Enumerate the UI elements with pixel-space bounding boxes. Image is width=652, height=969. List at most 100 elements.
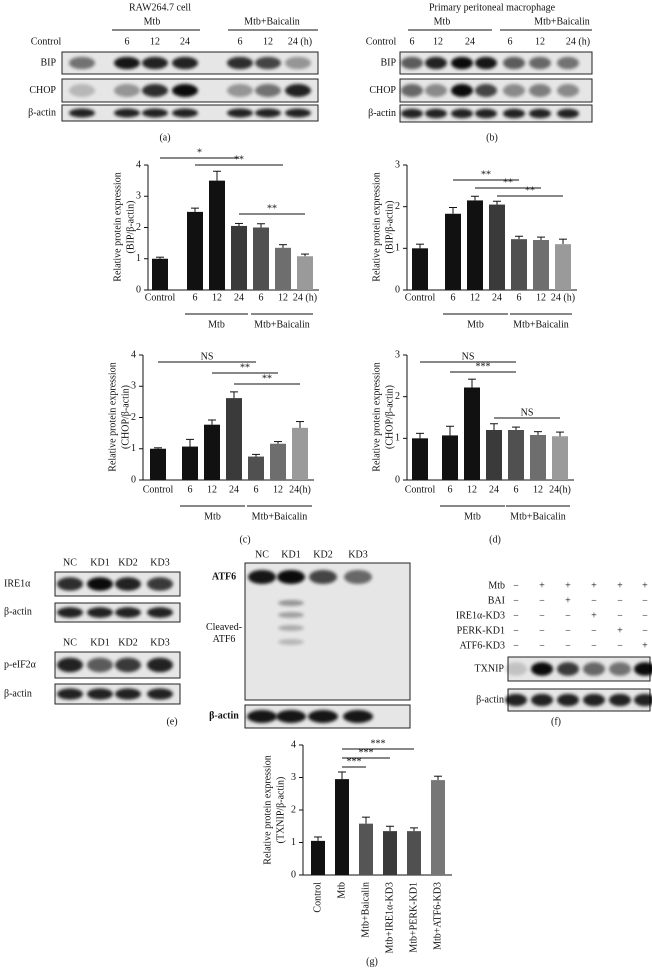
band	[114, 56, 140, 70]
band	[503, 56, 525, 70]
x-tick-label: 6	[517, 292, 522, 303]
band	[247, 710, 277, 723]
bar	[530, 435, 546, 480]
bar	[407, 831, 421, 875]
y-tick-label: 3	[136, 191, 141, 202]
bar	[226, 398, 242, 480]
group-label: Mtb+Baicalin	[510, 511, 566, 522]
condition-label: BAI	[488, 595, 505, 606]
bar	[511, 239, 527, 290]
lane-label: 12	[263, 36, 273, 47]
group-label: Mtb	[434, 16, 451, 27]
condition-mark: +	[642, 640, 648, 651]
row-label: β-actin	[4, 606, 32, 617]
y-tick-label: 3	[131, 381, 136, 392]
y-tick-label: 0	[291, 869, 296, 880]
band	[425, 56, 447, 70]
group-label: Mtb	[208, 319, 225, 330]
band	[285, 84, 311, 97]
lane-label: KD2	[313, 549, 332, 560]
lane-label: 6	[508, 36, 513, 47]
band	[87, 577, 113, 591]
band	[529, 84, 551, 97]
band	[557, 56, 579, 70]
band	[255, 84, 281, 97]
x-tick-label: Mtb+Baicalin	[360, 882, 371, 938]
band	[451, 56, 473, 70]
band	[114, 84, 140, 97]
band	[172, 84, 198, 97]
bar	[467, 200, 483, 290]
x-tick-label: 24(h)	[289, 484, 311, 495]
band	[278, 600, 304, 606]
condition-label: Mtb	[488, 580, 505, 591]
row-label: Cleaved-ATF6	[205, 622, 243, 645]
band	[425, 108, 447, 119]
y-tick-label: 0	[395, 284, 400, 295]
x-tick-label: 24(h)	[549, 484, 571, 495]
band	[343, 710, 373, 723]
band	[57, 688, 83, 700]
band	[285, 108, 311, 118]
band	[308, 710, 338, 723]
band	[557, 84, 579, 97]
bar	[489, 204, 505, 290]
bar	[508, 430, 524, 480]
group-label: Mtb+Baicalin	[244, 16, 300, 27]
bar	[292, 427, 308, 480]
lane-label: 6	[125, 36, 130, 47]
x-tick-label: 24 (h)	[293, 292, 317, 303]
bar	[270, 443, 286, 480]
band	[557, 693, 579, 707]
lane-label: 24 (h)	[566, 36, 590, 47]
bar	[150, 448, 166, 480]
bar	[253, 227, 269, 290]
y-axis-label: Relative protein expression	[371, 362, 382, 471]
condition-mark: +	[565, 595, 571, 606]
panel-caption: (e)	[166, 716, 177, 727]
y-tick-label: 2	[136, 222, 141, 233]
band	[69, 108, 95, 118]
x-tick-label: 6	[188, 484, 193, 495]
group-label: Mtb	[144, 16, 161, 27]
x-tick-label: 12	[207, 484, 217, 495]
y-tick-label: 1	[136, 253, 141, 264]
significance-label: NS	[462, 351, 475, 362]
band	[114, 108, 140, 118]
row-label: β-actin	[368, 108, 396, 119]
band	[425, 84, 447, 97]
band	[634, 693, 652, 707]
condition-mark: +	[591, 580, 597, 591]
significance-label: **	[525, 185, 535, 196]
band	[255, 56, 281, 70]
group-label: Mtb	[204, 511, 221, 522]
condition-mark: +	[642, 580, 648, 591]
band	[557, 662, 579, 676]
bar	[412, 248, 428, 290]
group-label: Mtb+Baicalin	[254, 319, 310, 330]
band	[57, 607, 83, 618]
band	[401, 84, 423, 97]
bar	[383, 831, 397, 875]
band	[57, 657, 83, 673]
band	[309, 570, 337, 584]
band	[529, 56, 551, 70]
condition-mark: −	[513, 610, 519, 621]
condition-mark: −	[617, 640, 623, 651]
significance-label: **	[262, 373, 272, 384]
band	[142, 56, 168, 70]
condition-mark: +	[617, 625, 623, 636]
band	[278, 625, 304, 631]
lane-label: KD1	[90, 637, 109, 648]
significance-label: **	[503, 177, 513, 188]
x-tick-label: Control	[312, 882, 323, 913]
band	[475, 84, 497, 97]
lane-label: 24 (h)	[288, 36, 312, 47]
x-tick-label: 6	[514, 484, 519, 495]
lane-label: 24	[180, 36, 190, 47]
bar	[412, 438, 428, 480]
band	[583, 662, 605, 676]
row-label: TXNIP	[475, 663, 505, 674]
band	[147, 607, 173, 618]
condition-label: PERK-KD1	[457, 625, 505, 636]
